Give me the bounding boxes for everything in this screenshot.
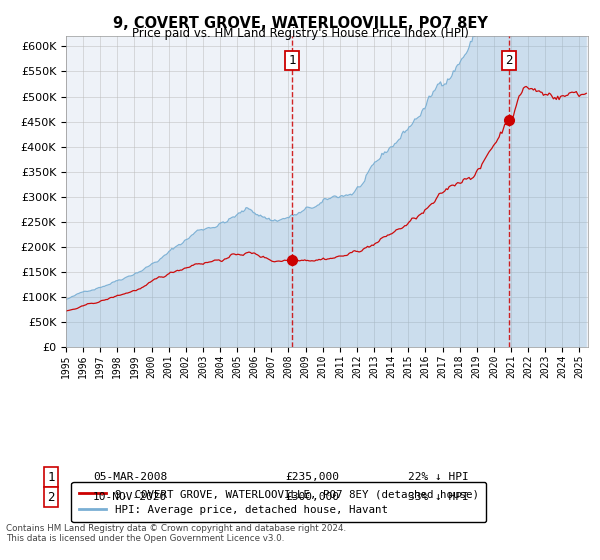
Text: 2: 2: [47, 491, 55, 504]
Text: 9, COVERT GROVE, WATERLOOVILLE, PO7 8EY: 9, COVERT GROVE, WATERLOOVILLE, PO7 8EY: [113, 16, 487, 31]
Text: 10-NOV-2020: 10-NOV-2020: [93, 492, 167, 502]
Text: £235,000: £235,000: [285, 472, 339, 482]
Text: 1: 1: [47, 470, 55, 484]
Legend: 9, COVERT GROVE, WATERLOOVILLE, PO7 8EY (detached house), HPI: Average price, de: 9, COVERT GROVE, WATERLOOVILLE, PO7 8EY …: [71, 482, 487, 522]
Text: £300,000: £300,000: [285, 492, 339, 502]
Text: Price paid vs. HM Land Registry's House Price Index (HPI): Price paid vs. HM Land Registry's House …: [131, 27, 469, 40]
Text: 33% ↓ HPI: 33% ↓ HPI: [408, 492, 469, 502]
Text: 22% ↓ HPI: 22% ↓ HPI: [408, 472, 469, 482]
Text: 1: 1: [288, 54, 296, 67]
Text: 2: 2: [505, 54, 513, 67]
Text: 05-MAR-2008: 05-MAR-2008: [93, 472, 167, 482]
Text: Contains HM Land Registry data © Crown copyright and database right 2024.
This d: Contains HM Land Registry data © Crown c…: [6, 524, 346, 543]
